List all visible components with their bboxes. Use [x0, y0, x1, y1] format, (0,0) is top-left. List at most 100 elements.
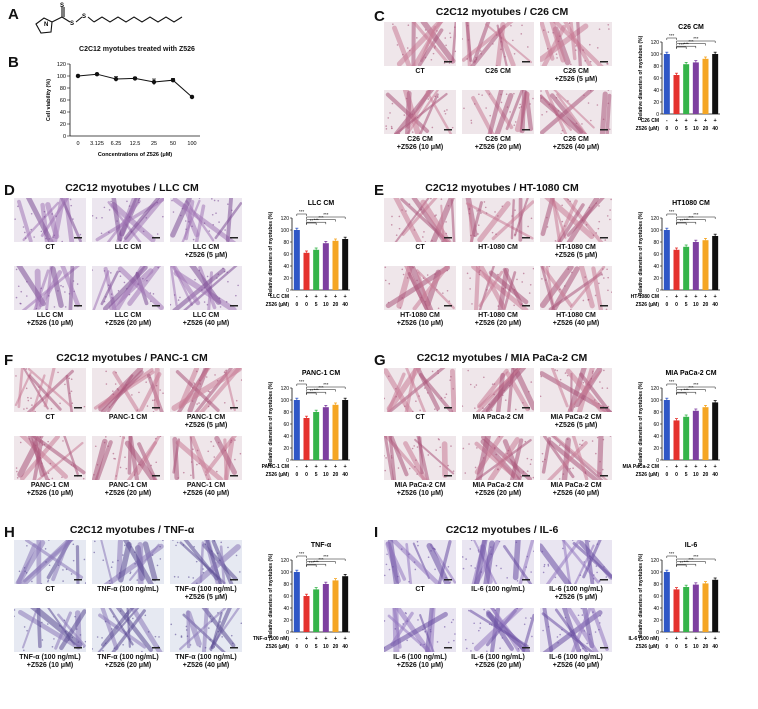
nucleus-dot	[385, 125, 387, 127]
myotube-fiber	[194, 204, 206, 242]
nucleus-dot	[119, 610, 122, 612]
panel-g-row1-value: +	[714, 464, 717, 470]
nucleus-dot	[51, 645, 54, 648]
nucleus-dot	[239, 571, 241, 573]
nucleus-dot	[477, 549, 480, 551]
nucleus-dot	[217, 273, 220, 276]
nucleus-dot	[500, 93, 502, 96]
micrograph-image	[462, 540, 534, 584]
panel-f-image-caption: PANC-1 CM	[108, 414, 148, 421]
panel-h-row1-value: +	[305, 636, 308, 642]
nucleus-dot	[403, 114, 406, 116]
nucleus-dot	[138, 391, 140, 394]
nucleus-dot	[469, 288, 471, 290]
nucleus-dot	[490, 546, 492, 548]
nucleus-dot	[573, 634, 575, 637]
nucleus-dot	[40, 583, 43, 584]
nucleus-dot	[101, 216, 103, 219]
myotube-fiber	[189, 266, 222, 305]
nucleus-dot	[198, 269, 201, 272]
nucleus-dot	[560, 133, 563, 134]
myotube-fiber	[477, 201, 511, 242]
myotube-fiber	[392, 25, 412, 66]
panel-d-title: C2C12 myotubes / LLC CM	[65, 182, 199, 194]
nucleus-dot	[102, 649, 104, 652]
nucleus-dot	[438, 438, 440, 441]
nucleus-dot	[227, 546, 229, 549]
panel-d-row2-value: 0	[305, 302, 308, 308]
nucleus-dot	[504, 55, 506, 58]
myotube-fiber	[467, 203, 474, 242]
nucleus-dot	[467, 369, 469, 372]
nucleus-dot	[41, 444, 44, 446]
nucleus-dot	[449, 379, 451, 381]
micrograph-image	[384, 368, 456, 412]
nucleus-dot	[466, 272, 469, 275]
panel-f-sig-bracket	[306, 389, 336, 392]
nucleus-dot	[407, 24, 410, 27]
nucleus-dot	[53, 234, 55, 237]
nucleus-dot	[581, 439, 584, 442]
nucleus-dot	[126, 200, 128, 203]
panel-g-y-label: Relative diameters of myotubes (%)	[638, 381, 644, 466]
myotube-fiber	[494, 92, 514, 134]
nucleus-dot	[559, 378, 562, 381]
scale-bar	[600, 407, 608, 409]
nucleus-dot	[191, 387, 194, 389]
panel-f-bar	[322, 407, 329, 460]
panel-e-sig-bracket	[676, 216, 716, 219]
panel-e-row1-value: +	[685, 294, 688, 300]
nucleus-dot	[125, 384, 128, 386]
nucleus-dot	[124, 544, 126, 547]
nucleus-dot	[509, 111, 511, 113]
nucleus-dot	[469, 277, 471, 279]
nucleus-dot	[34, 410, 37, 412]
panel-e-bar	[683, 246, 690, 290]
myotube-fiber	[201, 608, 209, 652]
myotube-fiber	[54, 611, 72, 650]
nucleus-dot	[603, 369, 605, 372]
myotube-fiber	[473, 540, 488, 584]
panel-e-sig-bracket	[676, 222, 687, 225]
myotube-fiber	[108, 268, 154, 310]
nucleus-dot	[561, 129, 564, 132]
nucleus-dot	[546, 226, 549, 228]
nucleus-dot	[24, 231, 26, 234]
nucleus-dot	[513, 92, 515, 95]
scale-bar	[152, 475, 160, 477]
micrograph-image	[540, 540, 612, 584]
nucleus-dot	[120, 239, 122, 242]
panel-f-row2-value: 5	[315, 472, 318, 478]
nucleus-dot	[590, 377, 593, 380]
myotube-fiber	[416, 271, 432, 310]
nucleus-dot	[569, 200, 571, 203]
nucleus-dot	[14, 615, 15, 618]
nucleus-dot	[122, 554, 124, 556]
nucleus-dot	[93, 551, 96, 554]
scale-bar	[444, 579, 452, 581]
nucleus-dot	[130, 546, 132, 548]
panel-i-image-caption: IL-6 (100 ng/mL) +Z526 (5 μM)	[549, 586, 603, 601]
myotube-fiber	[551, 198, 562, 242]
nucleus-dot	[473, 622, 475, 625]
myotube-fiber	[101, 608, 135, 647]
nucleus-dot	[113, 647, 116, 650]
nucleus-dot	[531, 635, 533, 638]
nucleus-dot	[516, 278, 518, 281]
myotube-fiber	[562, 540, 572, 584]
nucleus-dot	[472, 642, 474, 645]
viability-x-tick-label: 6.25	[111, 141, 122, 147]
panel-e-row2-value: 0	[675, 302, 678, 308]
nucleus-dot	[424, 241, 427, 242]
panel-e-row2-label: Z526 (μM)	[636, 302, 660, 308]
panel-e-y-tick-label: 100	[651, 228, 660, 234]
panel-d-sig-label: **	[310, 218, 314, 223]
myotube-fiber	[556, 93, 587, 134]
myotube-fiber	[172, 436, 180, 480]
nucleus-dot	[412, 266, 415, 269]
panel-g-bar	[673, 420, 680, 460]
scale-bar	[152, 237, 160, 239]
nucleus-dot	[64, 306, 67, 308]
nucleus-dot	[523, 623, 526, 626]
panel-e: E C2C12 myotubes / HT-1080 CM CT HT-1080 CM…	[372, 178, 756, 348]
